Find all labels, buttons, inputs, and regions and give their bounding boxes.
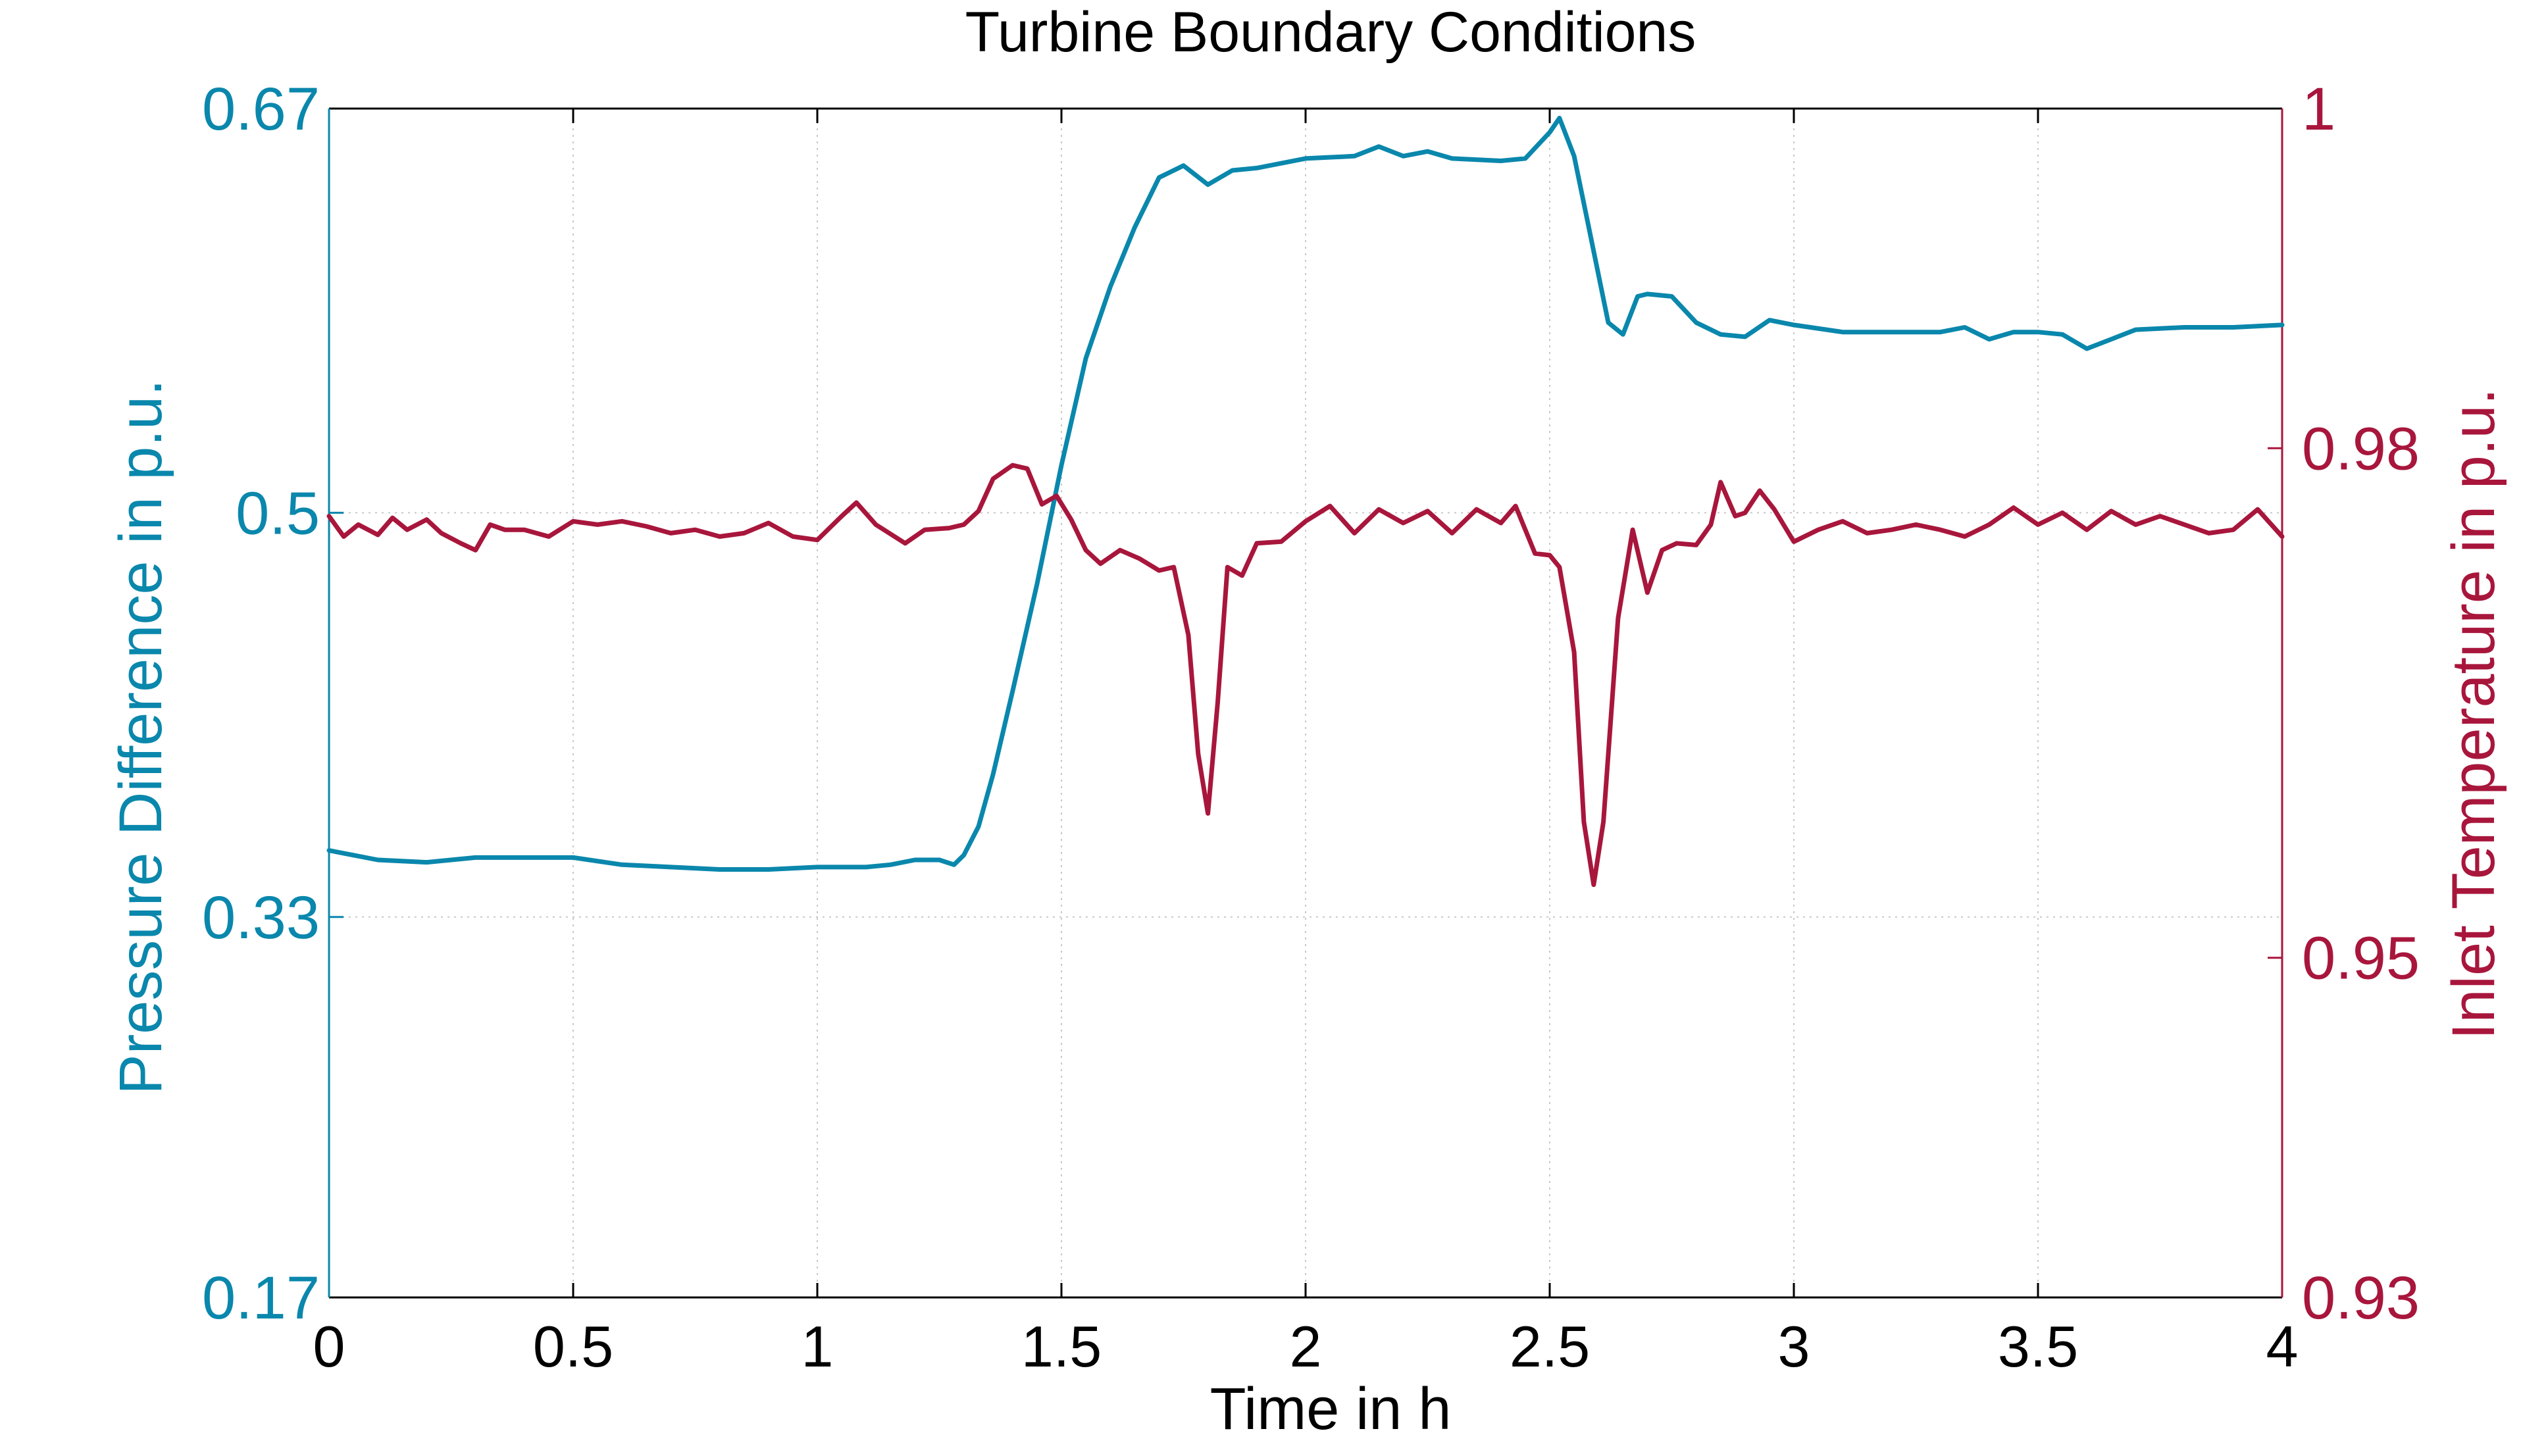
grid-lines bbox=[329, 109, 2282, 1297]
x-tick-label: 2 bbox=[1290, 1314, 1322, 1379]
x-tick-label: 0 bbox=[313, 1314, 345, 1379]
x-tick-label: 2.5 bbox=[1510, 1314, 1590, 1379]
y-axis-left-label: Pressure Difference in p.u. bbox=[107, 379, 174, 1095]
x-tick-label: 3 bbox=[1778, 1314, 1810, 1379]
y-left-tick-label: 0.67 bbox=[202, 76, 320, 143]
tick-labels: 0 0.5 1 1.5 2 2.5 3 3.5 4 0.17 0.33 0.5 0.67 0.93 0.95… bbox=[202, 76, 2420, 1379]
chart-title: Turbine Boundary Conditions bbox=[965, 1, 1696, 64]
y-left-tick-label: 0.33 bbox=[202, 884, 320, 951]
y-axis-right-label: Inlet Temperature in p.u. bbox=[2440, 388, 2507, 1040]
x-tick-label: 0.5 bbox=[533, 1314, 613, 1379]
plot-axes bbox=[328, 107, 2283, 1299]
x-tick-label: 3.5 bbox=[1998, 1314, 2078, 1379]
x-tick-label: 1 bbox=[802, 1314, 834, 1379]
inlet-temperature-line bbox=[326, 463, 2285, 888]
series-lines bbox=[326, 116, 2285, 888]
y-left-tick-label: 0.5 bbox=[236, 480, 320, 547]
pressure-difference-line bbox=[326, 116, 2285, 872]
y-right-tick-label: 0.98 bbox=[2302, 415, 2420, 482]
x-axis-label: Time in h bbox=[1210, 1376, 1452, 1442]
x-tick-label: 4 bbox=[2266, 1314, 2299, 1379]
x-tick-label: 1.5 bbox=[1021, 1314, 1102, 1379]
y-right-tick-label: 0.93 bbox=[2302, 1265, 2420, 1332]
y-right-tick-label: 0.95 bbox=[2302, 925, 2420, 992]
y-right-tick-label: 1 bbox=[2302, 76, 2335, 143]
y-left-tick-label: 0.17 bbox=[202, 1265, 320, 1332]
